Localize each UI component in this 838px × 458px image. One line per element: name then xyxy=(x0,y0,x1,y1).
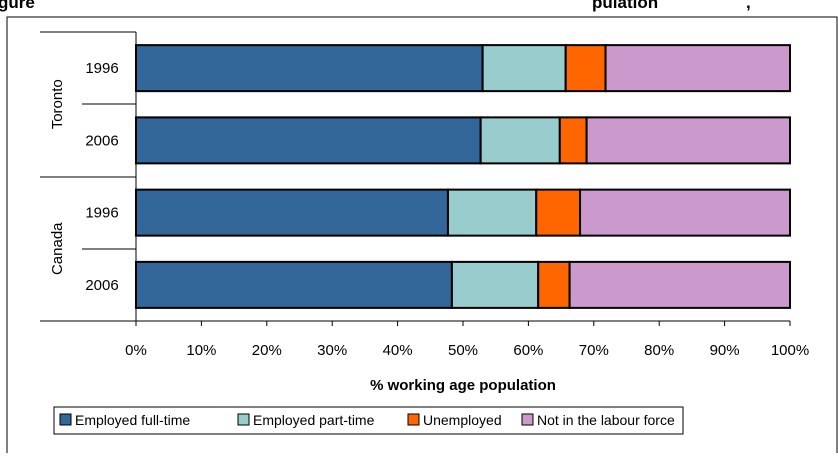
legend-label: Not in the labour force xyxy=(537,412,675,428)
bar-segment-unemployed xyxy=(537,260,571,309)
y-category-label: 1996 xyxy=(85,205,118,222)
bar-segment-unemployed xyxy=(564,44,607,93)
y-category-label: 2006 xyxy=(85,277,118,294)
chart-title-fragment-right: pulation xyxy=(592,0,658,12)
y-group-label: Toronto xyxy=(49,79,66,129)
y-group-label: Canada xyxy=(49,222,66,275)
bar-segment-employed-part-time xyxy=(450,260,540,309)
bar-segment-not-in-the-labour-force xyxy=(579,188,791,237)
x-tick-label: 40% xyxy=(383,342,413,359)
legend-swatch xyxy=(59,413,72,426)
bar-segment-unemployed xyxy=(535,188,582,237)
legend-swatch xyxy=(407,413,420,426)
x-tick-label: 30% xyxy=(317,342,347,359)
legend-swatch xyxy=(521,413,534,426)
bar-segment-employed-full-time xyxy=(135,260,453,309)
bar-segment-not-in-the-labour-force xyxy=(604,44,791,93)
chart-title-fragment-left: gure xyxy=(0,0,35,12)
x-axis-ticks: 0% 10% 20% 30% 40% 50% 60% 70% 80% 90% 100% xyxy=(125,321,809,359)
x-tick-label: 50% xyxy=(448,342,478,359)
legend-swatch xyxy=(237,413,250,426)
legend-label: Employed part-time xyxy=(253,412,375,428)
bar-segment-employed-full-time xyxy=(135,44,484,93)
y-category-label: 1996 xyxy=(85,60,118,77)
bar-segment-unemployed xyxy=(558,116,588,165)
x-tick-label: 80% xyxy=(644,342,674,359)
bar-segment-employed-part-time xyxy=(481,44,567,93)
legend: Employed full-time Employed part-time Unem… xyxy=(59,412,675,428)
legend-label: Employed full-time xyxy=(75,412,190,428)
legend-box xyxy=(53,406,684,435)
legend-label: Unemployed xyxy=(423,412,502,428)
chart-title-fragment-end: , xyxy=(746,0,751,12)
bar-segment-employed-part-time xyxy=(479,116,561,165)
bar-segment-not-in-the-labour-force xyxy=(568,260,791,309)
bar-segment-not-in-the-labour-force xyxy=(585,116,791,165)
bar-segment-employed-full-time xyxy=(135,116,482,165)
bar-segment-employed-full-time xyxy=(135,188,449,237)
x-tick-label: 60% xyxy=(513,342,543,359)
x-axis-label: % working age population xyxy=(370,377,556,394)
x-tick-label: 20% xyxy=(252,342,282,359)
y-axis-labels: 1996 2006 1996 2006 Toronto Canada xyxy=(49,60,119,294)
x-tick-label: 100% xyxy=(771,342,809,359)
x-tick-label: 90% xyxy=(710,342,740,359)
bar-segment-employed-part-time xyxy=(446,188,538,237)
y-category-label: 2006 xyxy=(85,132,118,149)
x-tick-label: 10% xyxy=(186,342,216,359)
x-tick-label: 70% xyxy=(579,342,609,359)
x-tick-label: 0% xyxy=(125,342,147,359)
bars-layer xyxy=(135,44,791,309)
